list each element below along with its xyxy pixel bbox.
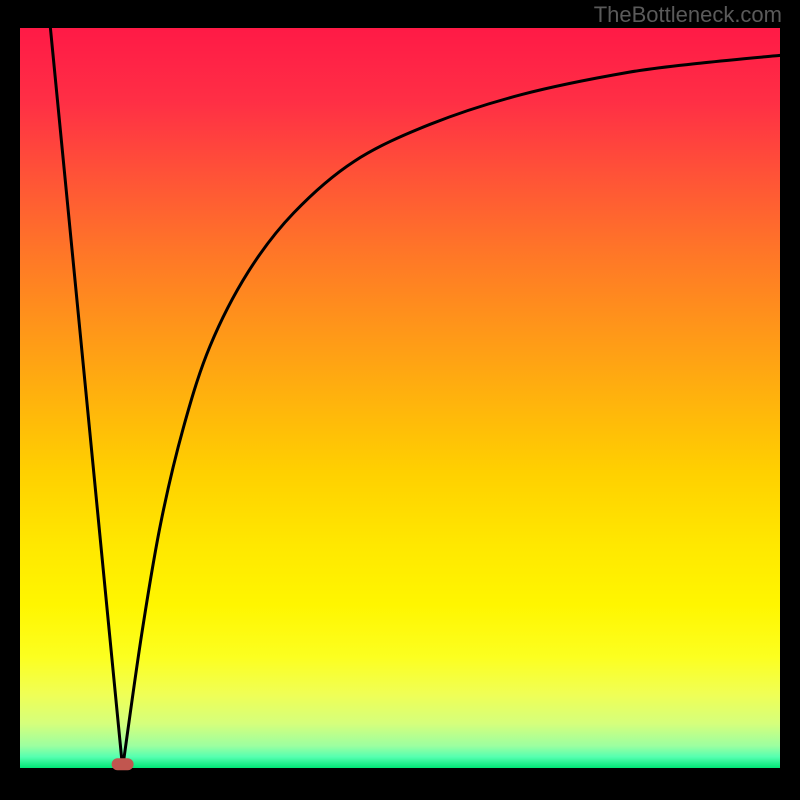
chart-container: TheBottleneck.com [0, 0, 800, 800]
chart-gradient-background [20, 28, 780, 768]
optimal-point-marker [112, 758, 134, 770]
watermark-text: TheBottleneck.com [594, 2, 782, 28]
bottleneck-chart [0, 0, 800, 800]
